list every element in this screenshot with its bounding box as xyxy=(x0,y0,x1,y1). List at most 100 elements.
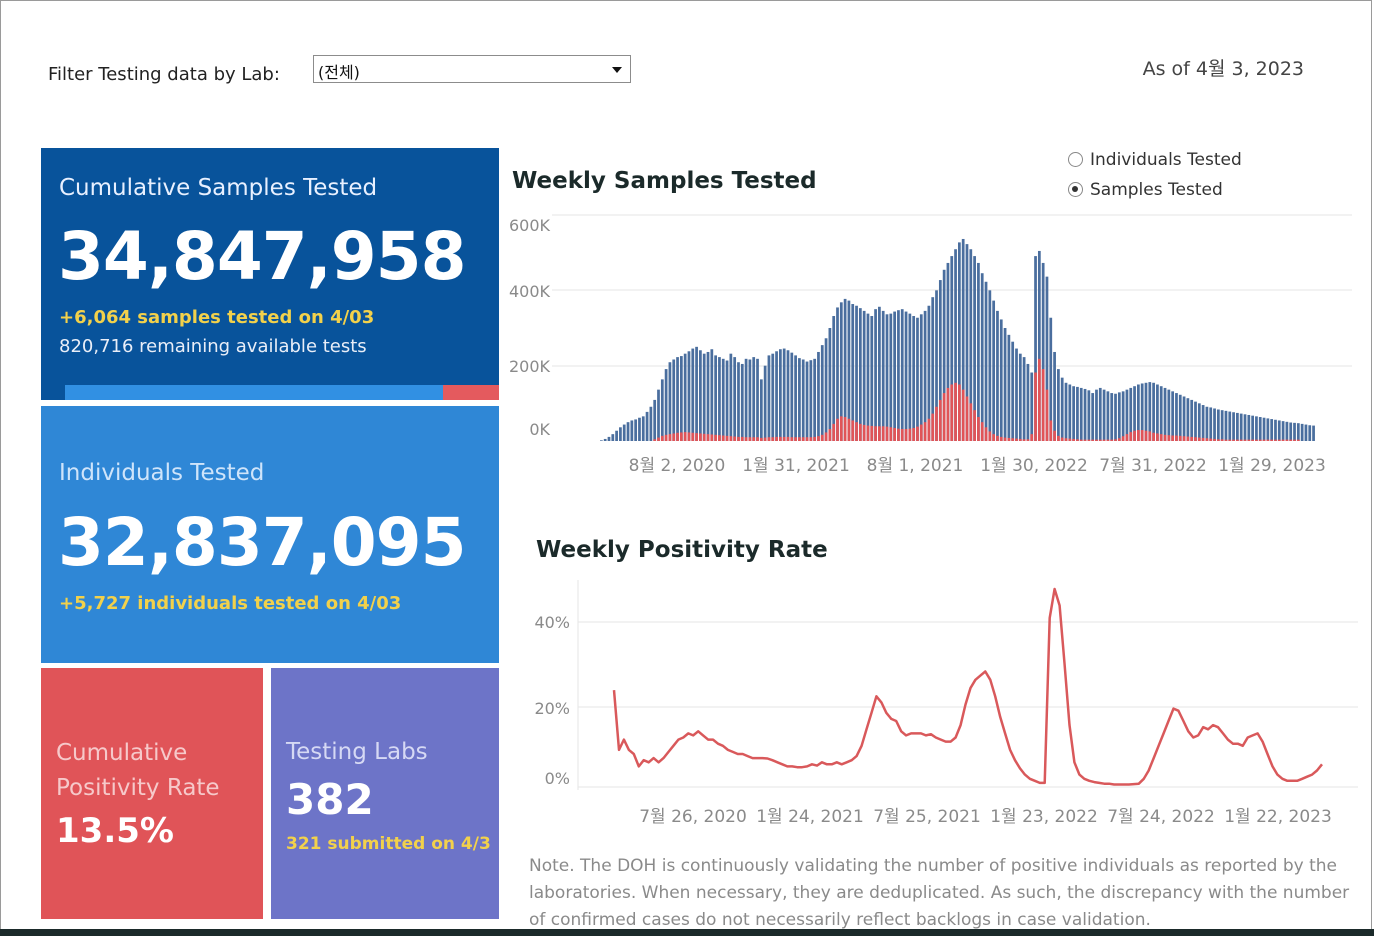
positive-bar xyxy=(1106,439,1110,441)
samples-bar xyxy=(1228,411,1232,441)
positive-bar xyxy=(676,432,679,441)
positive-bar xyxy=(683,432,687,441)
positive-bar xyxy=(996,435,999,441)
x-tick-label: 7월 25, 2021 xyxy=(873,807,981,827)
samples-bar xyxy=(1148,382,1152,441)
samples-bar xyxy=(1018,353,1022,441)
cumulative-positivity-tile: Cumulative Positivity Rate 13.5% xyxy=(41,668,263,919)
samples-bar xyxy=(714,355,717,441)
positive-bar xyxy=(950,384,954,441)
samples-bar xyxy=(1167,389,1171,441)
samples-bar xyxy=(977,262,980,441)
x-tick-label: 7월 31, 2022 xyxy=(1099,456,1207,476)
positive-bar xyxy=(1098,439,1102,441)
x-tick-label: 8월 2, 2020 xyxy=(629,456,726,476)
samples-bar xyxy=(1011,341,1015,441)
positive-bar xyxy=(1228,439,1232,441)
samples-bar xyxy=(828,328,832,441)
lab-filter-select[interactable]: (전체) xyxy=(313,55,631,83)
x-tick-label: 1월 31, 2021 xyxy=(742,456,850,476)
samples-bar xyxy=(954,249,957,441)
samples-bar xyxy=(1186,398,1190,441)
positive-bar xyxy=(923,422,927,441)
positive-bar xyxy=(973,410,976,441)
samples-bar xyxy=(1289,422,1293,441)
samples-bar xyxy=(1175,393,1178,441)
samples-bar xyxy=(1003,328,1007,441)
positive-bar xyxy=(718,435,721,441)
positive-bar xyxy=(687,432,691,441)
samples-bar xyxy=(1156,384,1159,441)
toggle-individuals-tested[interactable]: Individuals Tested xyxy=(1068,150,1242,170)
samples-bar xyxy=(813,358,817,441)
positive-bar xyxy=(908,428,912,441)
filter-label: Filter Testing data by Lab: xyxy=(48,64,280,85)
positive-bar xyxy=(813,436,817,441)
positive-bar xyxy=(775,436,778,441)
samples-bar xyxy=(1117,392,1121,441)
samples-bar xyxy=(942,269,946,441)
positive-bar xyxy=(942,393,946,441)
samples-bar xyxy=(839,302,843,441)
samples-bar xyxy=(1308,425,1312,441)
samples-bar xyxy=(737,362,740,441)
positive-bar xyxy=(836,418,839,441)
positive-bar xyxy=(1258,439,1262,441)
toggle-samples-tested[interactable]: Samples Tested xyxy=(1068,180,1223,200)
y-tick-label: 20% xyxy=(534,699,570,718)
positive-bar xyxy=(1144,430,1148,441)
positive-bar xyxy=(1117,438,1121,441)
positive-bar xyxy=(1049,420,1053,441)
samples-bar xyxy=(1102,389,1106,441)
samples-bar xyxy=(1300,423,1304,441)
samples-bar xyxy=(1022,357,1026,441)
samples-bar xyxy=(1076,386,1079,441)
samples-bar xyxy=(1201,405,1205,441)
samples-bar xyxy=(729,353,733,441)
positive-bar xyxy=(660,435,664,441)
positive-bar xyxy=(1095,439,1098,441)
samples-bar xyxy=(683,353,687,441)
positive-bar xyxy=(1266,439,1270,441)
x-tick-label: 1월 30, 2022 xyxy=(980,456,1088,476)
samples-bar xyxy=(1137,384,1140,441)
radio-checked-icon xyxy=(1068,182,1083,197)
positive-bar xyxy=(714,434,717,441)
samples-bar xyxy=(1274,419,1277,441)
individuals-tested-title: Individuals Tested xyxy=(59,460,265,486)
samples-bar xyxy=(965,244,969,441)
weekly-positivity-title: Weekly Positivity Rate xyxy=(536,537,828,563)
positive-bar xyxy=(1018,438,1022,441)
samples-bar xyxy=(1255,416,1258,441)
samples-bar xyxy=(832,316,836,441)
samples-bar xyxy=(611,434,615,441)
cumulative-samples-title: Cumulative Samples Tested xyxy=(59,175,378,201)
samples-bar xyxy=(1110,393,1114,441)
samples-bar xyxy=(938,280,942,441)
positive-bar xyxy=(977,417,980,441)
samples-bar xyxy=(881,310,885,441)
samples-bar xyxy=(1015,348,1018,441)
positive-bar xyxy=(779,436,782,441)
positive-bar xyxy=(798,437,801,441)
samples-bar xyxy=(1190,399,1194,441)
positive-bar xyxy=(1255,439,1258,441)
samples-bar xyxy=(1133,386,1136,441)
positive-bar xyxy=(809,437,813,441)
positive-bar xyxy=(1011,438,1015,441)
positive-bar xyxy=(1209,438,1213,441)
samples-bar xyxy=(996,310,999,441)
samples-bar xyxy=(1178,394,1182,441)
positive-bar xyxy=(828,429,832,441)
samples-bar xyxy=(752,357,756,441)
positive-bar xyxy=(752,437,756,441)
samples-bar xyxy=(657,389,660,441)
samples-bar xyxy=(702,353,706,441)
samples-bar xyxy=(980,273,984,441)
samples-bar xyxy=(897,310,900,441)
samples-bar xyxy=(1140,383,1144,441)
positive-bar xyxy=(832,423,836,441)
positive-bar xyxy=(1239,439,1243,441)
samples-bar xyxy=(1232,412,1235,441)
positive-bar xyxy=(790,437,794,441)
